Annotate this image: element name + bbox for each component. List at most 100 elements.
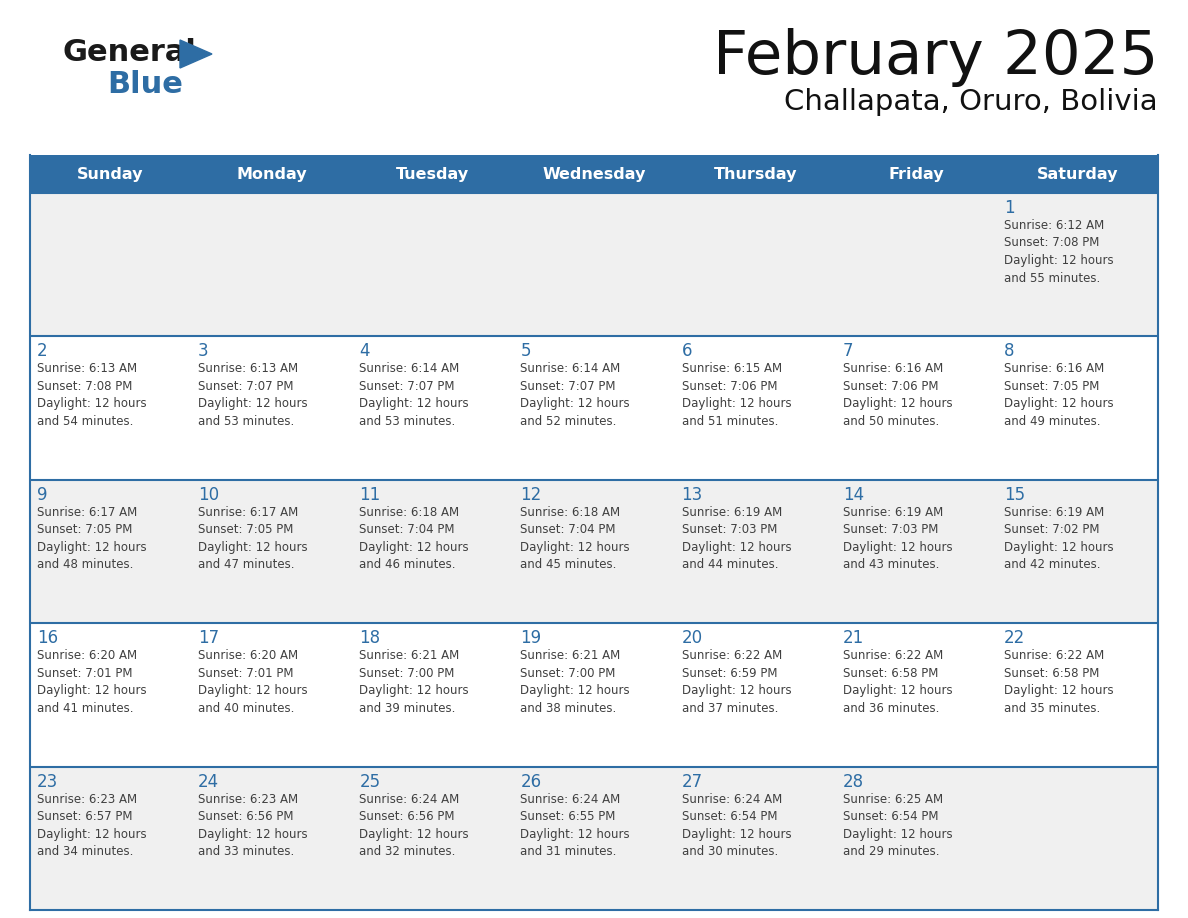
- Text: Blue: Blue: [107, 70, 183, 99]
- Bar: [513, 155, 675, 193]
- Text: Sunrise: 6:21 AM
Sunset: 7:00 PM
Daylight: 12 hours
and 38 minutes.: Sunrise: 6:21 AM Sunset: 7:00 PM Dayligh…: [520, 649, 630, 715]
- Bar: [997, 155, 1158, 193]
- Text: Sunrise: 6:17 AM
Sunset: 7:05 PM
Daylight: 12 hours
and 48 minutes.: Sunrise: 6:17 AM Sunset: 7:05 PM Dayligh…: [37, 506, 146, 571]
- Bar: [997, 193, 1158, 336]
- Bar: [835, 623, 997, 767]
- Text: Sunrise: 6:16 AM
Sunset: 7:06 PM
Daylight: 12 hours
and 50 minutes.: Sunrise: 6:16 AM Sunset: 7:06 PM Dayligh…: [842, 363, 953, 428]
- Text: Sunrise: 6:24 AM
Sunset: 6:54 PM
Daylight: 12 hours
and 30 minutes.: Sunrise: 6:24 AM Sunset: 6:54 PM Dayligh…: [682, 792, 791, 858]
- Text: 8: 8: [1004, 342, 1015, 361]
- Bar: [191, 336, 353, 480]
- Text: 27: 27: [682, 773, 702, 790]
- Text: Monday: Monday: [236, 166, 307, 182]
- Bar: [191, 623, 353, 767]
- Text: Sunrise: 6:17 AM
Sunset: 7:05 PM
Daylight: 12 hours
and 47 minutes.: Sunrise: 6:17 AM Sunset: 7:05 PM Dayligh…: [198, 506, 308, 571]
- Bar: [675, 336, 835, 480]
- Text: Sunrise: 6:25 AM
Sunset: 6:54 PM
Daylight: 12 hours
and 29 minutes.: Sunrise: 6:25 AM Sunset: 6:54 PM Dayligh…: [842, 792, 953, 858]
- Text: Tuesday: Tuesday: [397, 166, 469, 182]
- Bar: [675, 767, 835, 910]
- Text: 4: 4: [359, 342, 369, 361]
- Text: 5: 5: [520, 342, 531, 361]
- Bar: [513, 623, 675, 767]
- Bar: [835, 193, 997, 336]
- Text: Sunrise: 6:13 AM
Sunset: 7:07 PM
Daylight: 12 hours
and 53 minutes.: Sunrise: 6:13 AM Sunset: 7:07 PM Dayligh…: [198, 363, 308, 428]
- Text: 9: 9: [37, 486, 48, 504]
- Bar: [30, 623, 191, 767]
- Text: 11: 11: [359, 486, 380, 504]
- Text: 21: 21: [842, 629, 864, 647]
- Bar: [513, 336, 675, 480]
- Text: Saturday: Saturday: [1037, 166, 1118, 182]
- Text: February 2025: February 2025: [713, 28, 1158, 87]
- Bar: [513, 480, 675, 623]
- Bar: [191, 155, 353, 193]
- Bar: [835, 336, 997, 480]
- Bar: [353, 623, 513, 767]
- Bar: [191, 767, 353, 910]
- Text: Sunrise: 6:22 AM
Sunset: 6:58 PM
Daylight: 12 hours
and 36 minutes.: Sunrise: 6:22 AM Sunset: 6:58 PM Dayligh…: [842, 649, 953, 715]
- Text: Sunrise: 6:23 AM
Sunset: 6:56 PM
Daylight: 12 hours
and 33 minutes.: Sunrise: 6:23 AM Sunset: 6:56 PM Dayligh…: [198, 792, 308, 858]
- Bar: [30, 480, 191, 623]
- Text: Sunrise: 6:14 AM
Sunset: 7:07 PM
Daylight: 12 hours
and 52 minutes.: Sunrise: 6:14 AM Sunset: 7:07 PM Dayligh…: [520, 363, 630, 428]
- Text: Sunrise: 6:19 AM
Sunset: 7:03 PM
Daylight: 12 hours
and 43 minutes.: Sunrise: 6:19 AM Sunset: 7:03 PM Dayligh…: [842, 506, 953, 571]
- Text: Sunday: Sunday: [77, 166, 144, 182]
- Text: 28: 28: [842, 773, 864, 790]
- Text: 1: 1: [1004, 199, 1015, 217]
- Text: Sunrise: 6:24 AM
Sunset: 6:56 PM
Daylight: 12 hours
and 32 minutes.: Sunrise: 6:24 AM Sunset: 6:56 PM Dayligh…: [359, 792, 469, 858]
- Text: Sunrise: 6:19 AM
Sunset: 7:03 PM
Daylight: 12 hours
and 44 minutes.: Sunrise: 6:19 AM Sunset: 7:03 PM Dayligh…: [682, 506, 791, 571]
- Text: 18: 18: [359, 629, 380, 647]
- Text: Sunrise: 6:12 AM
Sunset: 7:08 PM
Daylight: 12 hours
and 55 minutes.: Sunrise: 6:12 AM Sunset: 7:08 PM Dayligh…: [1004, 219, 1113, 285]
- Bar: [513, 767, 675, 910]
- Bar: [191, 193, 353, 336]
- Text: 10: 10: [198, 486, 220, 504]
- Text: Sunrise: 6:20 AM
Sunset: 7:01 PM
Daylight: 12 hours
and 41 minutes.: Sunrise: 6:20 AM Sunset: 7:01 PM Dayligh…: [37, 649, 146, 715]
- Bar: [997, 767, 1158, 910]
- Text: Sunrise: 6:13 AM
Sunset: 7:08 PM
Daylight: 12 hours
and 54 minutes.: Sunrise: 6:13 AM Sunset: 7:08 PM Dayligh…: [37, 363, 146, 428]
- Bar: [835, 155, 997, 193]
- Bar: [997, 336, 1158, 480]
- Text: 19: 19: [520, 629, 542, 647]
- Text: Sunrise: 6:14 AM
Sunset: 7:07 PM
Daylight: 12 hours
and 53 minutes.: Sunrise: 6:14 AM Sunset: 7:07 PM Dayligh…: [359, 363, 469, 428]
- Bar: [675, 480, 835, 623]
- Text: Sunrise: 6:21 AM
Sunset: 7:00 PM
Daylight: 12 hours
and 39 minutes.: Sunrise: 6:21 AM Sunset: 7:00 PM Dayligh…: [359, 649, 469, 715]
- Bar: [353, 155, 513, 193]
- Text: 7: 7: [842, 342, 853, 361]
- Bar: [353, 193, 513, 336]
- Text: Sunrise: 6:16 AM
Sunset: 7:05 PM
Daylight: 12 hours
and 49 minutes.: Sunrise: 6:16 AM Sunset: 7:05 PM Dayligh…: [1004, 363, 1113, 428]
- Bar: [30, 193, 191, 336]
- Text: 17: 17: [198, 629, 220, 647]
- Text: 24: 24: [198, 773, 220, 790]
- Text: 12: 12: [520, 486, 542, 504]
- Bar: [835, 767, 997, 910]
- Text: Sunrise: 6:20 AM
Sunset: 7:01 PM
Daylight: 12 hours
and 40 minutes.: Sunrise: 6:20 AM Sunset: 7:01 PM Dayligh…: [198, 649, 308, 715]
- Text: Wednesday: Wednesday: [542, 166, 646, 182]
- Text: Sunrise: 6:24 AM
Sunset: 6:55 PM
Daylight: 12 hours
and 31 minutes.: Sunrise: 6:24 AM Sunset: 6:55 PM Dayligh…: [520, 792, 630, 858]
- Bar: [513, 193, 675, 336]
- Bar: [675, 623, 835, 767]
- Bar: [191, 480, 353, 623]
- Text: Sunrise: 6:18 AM
Sunset: 7:04 PM
Daylight: 12 hours
and 46 minutes.: Sunrise: 6:18 AM Sunset: 7:04 PM Dayligh…: [359, 506, 469, 571]
- Text: 16: 16: [37, 629, 58, 647]
- Text: Thursday: Thursday: [713, 166, 797, 182]
- Text: Challapata, Oruro, Bolivia: Challapata, Oruro, Bolivia: [784, 88, 1158, 116]
- Bar: [353, 480, 513, 623]
- Bar: [30, 336, 191, 480]
- Text: 25: 25: [359, 773, 380, 790]
- Bar: [675, 155, 835, 193]
- Text: 26: 26: [520, 773, 542, 790]
- Text: General: General: [62, 38, 196, 67]
- Text: 20: 20: [682, 629, 702, 647]
- Text: Friday: Friday: [889, 166, 944, 182]
- Text: 13: 13: [682, 486, 703, 504]
- Text: 22: 22: [1004, 629, 1025, 647]
- Text: Sunrise: 6:23 AM
Sunset: 6:57 PM
Daylight: 12 hours
and 34 minutes.: Sunrise: 6:23 AM Sunset: 6:57 PM Dayligh…: [37, 792, 146, 858]
- Text: 6: 6: [682, 342, 693, 361]
- Text: Sunrise: 6:15 AM
Sunset: 7:06 PM
Daylight: 12 hours
and 51 minutes.: Sunrise: 6:15 AM Sunset: 7:06 PM Dayligh…: [682, 363, 791, 428]
- Text: Sunrise: 6:19 AM
Sunset: 7:02 PM
Daylight: 12 hours
and 42 minutes.: Sunrise: 6:19 AM Sunset: 7:02 PM Dayligh…: [1004, 506, 1113, 571]
- Bar: [835, 480, 997, 623]
- Bar: [675, 193, 835, 336]
- Bar: [353, 336, 513, 480]
- Polygon shape: [181, 40, 211, 68]
- Text: 15: 15: [1004, 486, 1025, 504]
- Bar: [997, 623, 1158, 767]
- Text: Sunrise: 6:22 AM
Sunset: 6:58 PM
Daylight: 12 hours
and 35 minutes.: Sunrise: 6:22 AM Sunset: 6:58 PM Dayligh…: [1004, 649, 1113, 715]
